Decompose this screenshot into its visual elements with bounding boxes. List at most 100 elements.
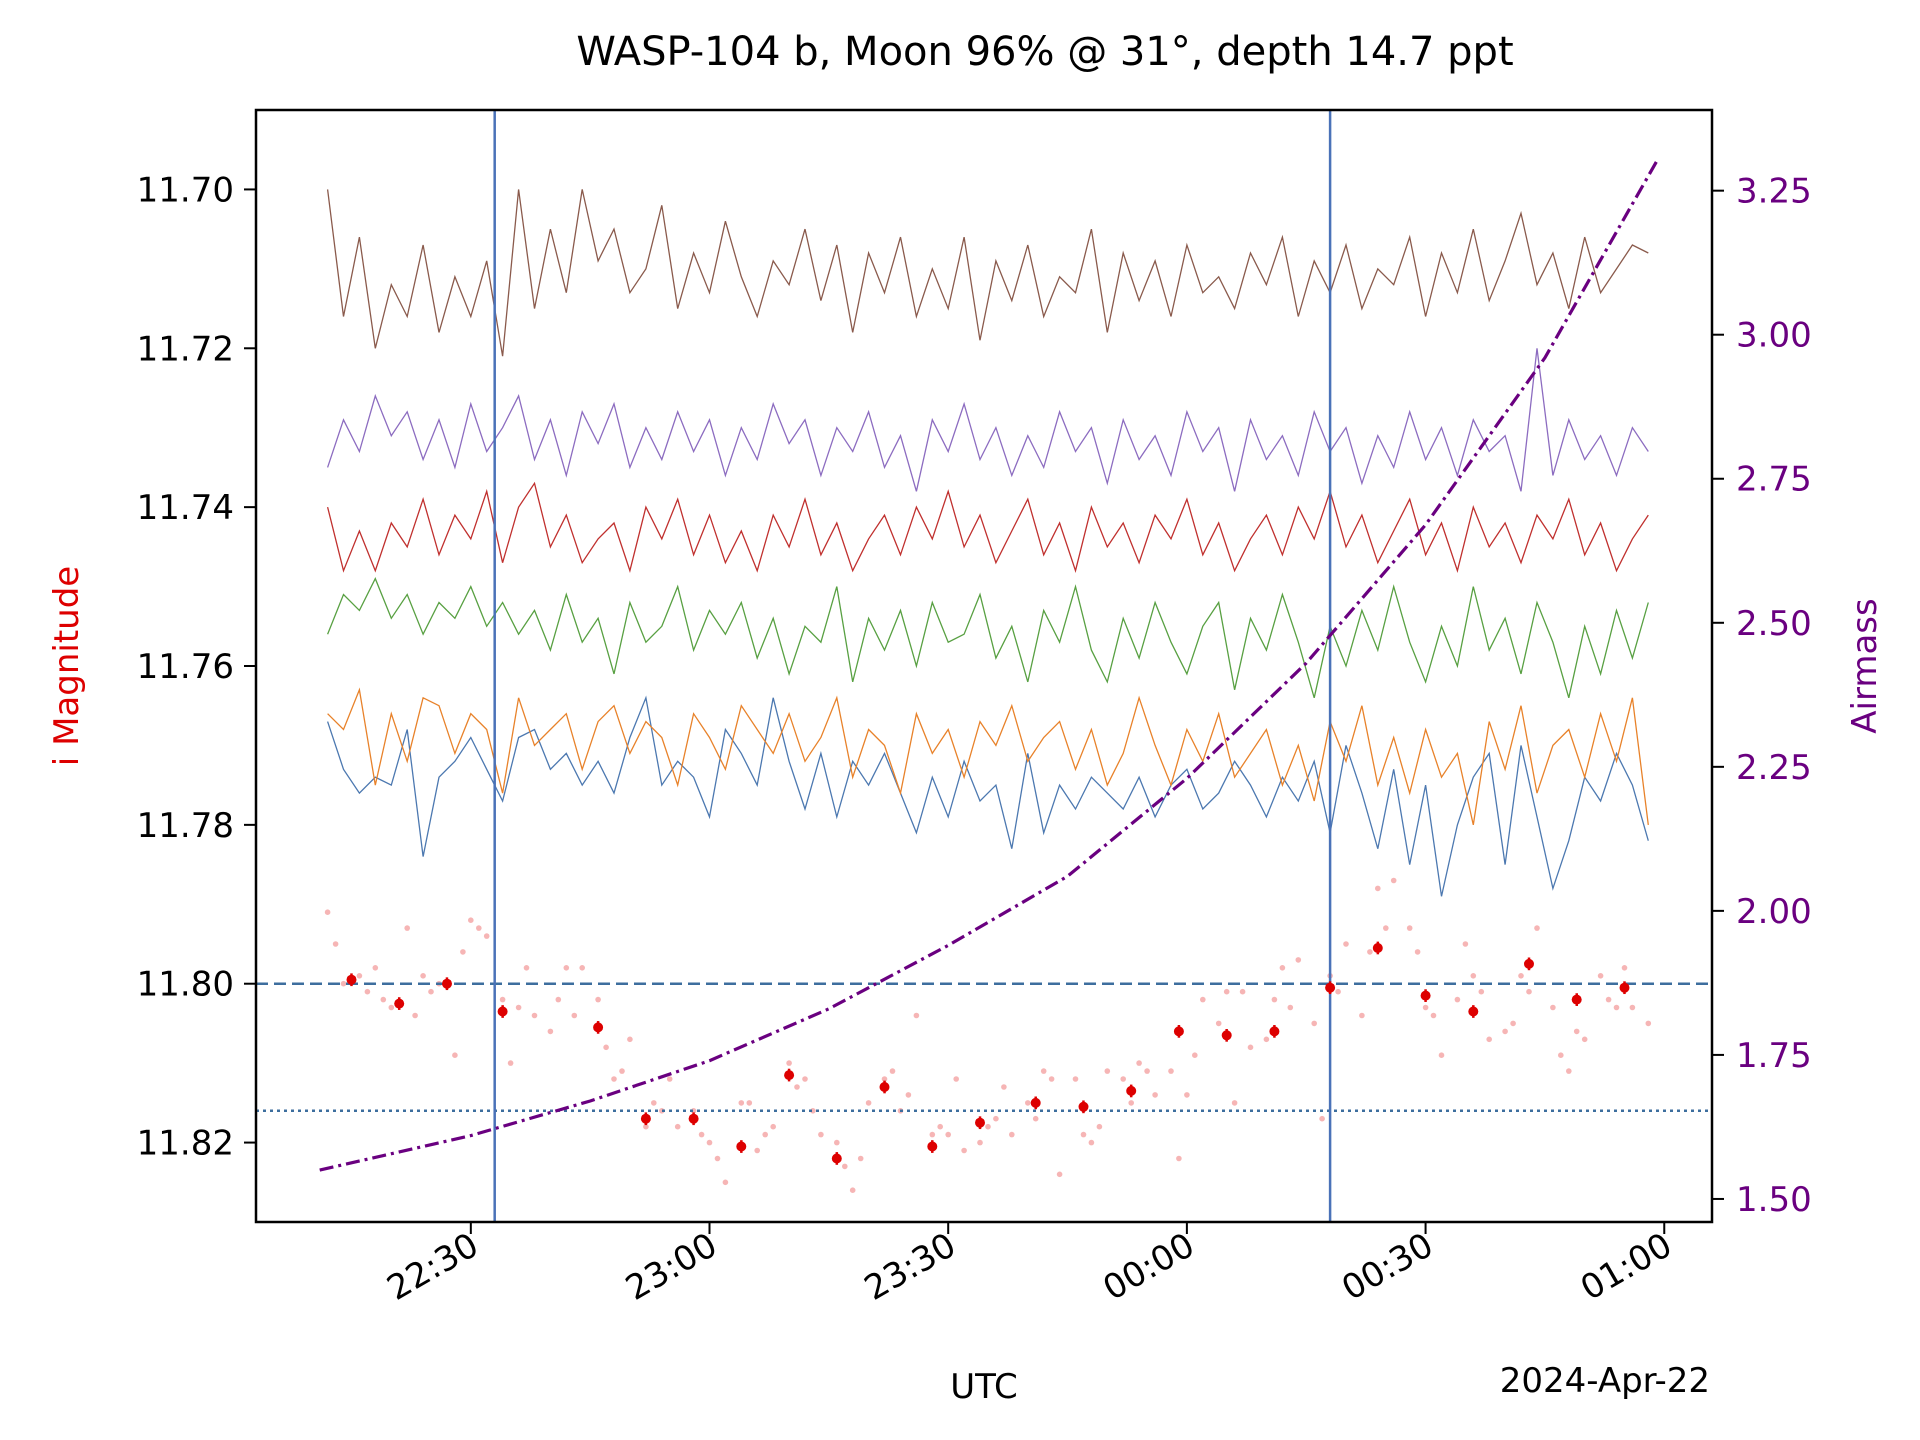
raw-point: [666, 1076, 673, 1082]
comparison-star-line-2: [327, 687, 1649, 826]
raw-point: [857, 1155, 864, 1162]
y-left-tick-label: 11.80: [137, 965, 234, 1005]
raw-point: [1343, 941, 1349, 947]
raw-point: [468, 917, 474, 923]
raw-point: [746, 1100, 753, 1106]
raw-point: [332, 941, 339, 947]
raw-point: [674, 1123, 681, 1130]
raw-point: [627, 1036, 633, 1043]
raw-point: [420, 973, 426, 979]
raw-point: [643, 1123, 649, 1130]
binned-point: [1420, 990, 1431, 1001]
raw-point: [507, 1060, 514, 1066]
raw-point: [372, 965, 379, 971]
raw-point: [1422, 1004, 1429, 1011]
raw-point: [810, 1108, 816, 1114]
raw-point: [1375, 885, 1381, 892]
y-right-tick-label: 1.75: [1736, 1036, 1812, 1076]
binned-point: [1468, 1006, 1479, 1017]
raw-point: [1486, 1036, 1492, 1043]
raw-point: [460, 949, 466, 955]
raw-point: [1096, 1123, 1103, 1130]
raw-point: [1367, 949, 1373, 955]
raw-point: [356, 973, 363, 979]
binned-point: [927, 1141, 938, 1152]
raw-point: [1470, 973, 1477, 979]
raw-point: [1040, 1068, 1047, 1074]
raw-point: [1430, 1012, 1437, 1019]
raw-point: [1526, 988, 1532, 995]
raw-point: [1605, 996, 1612, 1003]
binned-point: [831, 1153, 842, 1164]
raw-point: [722, 1179, 729, 1186]
raw-point: [1152, 1092, 1158, 1098]
plot-frame: [254, 108, 1714, 1224]
raw-point: [929, 1131, 936, 1138]
binned-point: [593, 1022, 604, 1033]
raw-point: [404, 925, 411, 931]
raw-point: [1534, 925, 1540, 931]
binned-point: [784, 1070, 795, 1081]
raw-point: [555, 996, 562, 1003]
y-axis-left: 11.70 11.72 11.74 11.76 11.78 11.80 11.82: [137, 170, 256, 1164]
binned-point: [1325, 982, 1336, 993]
comparison-star-line-4: [326, 481, 1649, 574]
raw-point: [1168, 1068, 1174, 1074]
raw-point: [1032, 1115, 1039, 1122]
raw-point: [1558, 1052, 1564, 1058]
x-tick-label: 00:00: [1097, 1225, 1202, 1309]
raw-point: [1239, 988, 1246, 995]
y-left-tick-label: 11.78: [137, 806, 234, 846]
binned-point: [1619, 982, 1630, 993]
raw-point: [1176, 1155, 1182, 1162]
raw-point: [1645, 1020, 1652, 1027]
raw-point: [977, 1139, 983, 1146]
raw-point: [985, 1123, 991, 1130]
raw-point: [1478, 988, 1485, 995]
binned-point: [1126, 1085, 1137, 1096]
raw-point: [1629, 1004, 1636, 1011]
y-left-tick-label: 11.70: [137, 170, 234, 210]
raw-point: [1120, 1076, 1126, 1082]
raw-point: [1247, 1044, 1254, 1051]
y-left-tick-label: 11.72: [137, 329, 234, 369]
raw-point: [818, 1131, 824, 1138]
raw-point: [428, 988, 434, 995]
y-axis-right: 1.50 1.75 2.00 2.25 2.50 2.75 3.00 3.25: [1712, 172, 1812, 1220]
y-right-tick-label: 3.00: [1736, 316, 1812, 356]
raw-point: [889, 1068, 896, 1074]
raw-point: [1263, 1036, 1270, 1043]
raw-point: [1144, 1068, 1150, 1074]
raw-point: [754, 1147, 760, 1154]
raw-point: [1200, 996, 1206, 1003]
binned-point: [442, 978, 452, 989]
binned-point: [394, 998, 405, 1009]
raw-point: [802, 1076, 808, 1082]
raw-point: [1406, 925, 1413, 931]
raw-point: [1438, 1052, 1445, 1058]
raw-point: [1279, 965, 1286, 971]
raw-point: [834, 1139, 840, 1146]
raw-point: [1048, 1076, 1055, 1082]
y-left-tick-label: 11.74: [137, 488, 234, 528]
y-right-tick-label: 2.75: [1736, 460, 1812, 500]
raw-point: [659, 1108, 665, 1114]
airmass-curve: [319, 161, 1658, 1172]
chart-title: WASP-104 b, Moon 96% @ 31°, depth 14.7 p…: [576, 29, 1513, 75]
x-tick-label: 23:30: [858, 1225, 963, 1309]
raw-point: [1518, 973, 1524, 979]
y-right-tick-label: 1.50: [1736, 1180, 1812, 1220]
raw-point: [1215, 1020, 1222, 1027]
comparison-star-line-1: [326, 695, 1649, 897]
raw-point: [1573, 1028, 1580, 1035]
raw-point: [1319, 1115, 1325, 1122]
raw-point: [324, 909, 331, 915]
raw-point: [905, 1092, 912, 1098]
raw-point: [993, 1115, 999, 1122]
binned-point: [1221, 1030, 1232, 1041]
binned-point: [736, 1141, 747, 1152]
raw-point: [1510, 1020, 1516, 1027]
raw-point: [364, 988, 371, 995]
raw-point: [547, 1028, 554, 1035]
